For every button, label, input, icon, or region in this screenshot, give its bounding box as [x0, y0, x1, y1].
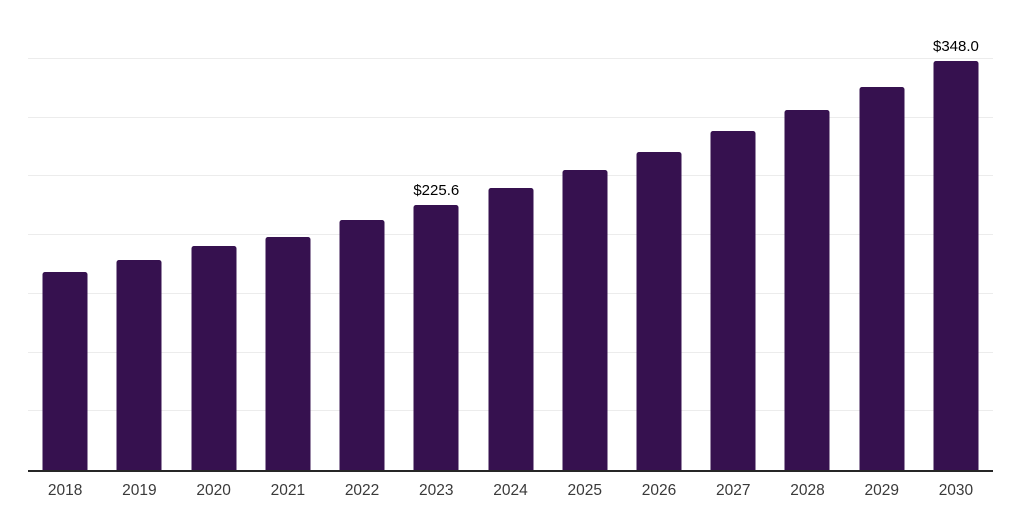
bar-column-2026 [622, 0, 696, 470]
gridline [28, 175, 993, 177]
bar-column-2018 [28, 0, 102, 470]
bar-value-label-2030: $348.0 [932, 38, 979, 56]
bar-2022 [339, 220, 385, 470]
bar-column-2019 [102, 0, 176, 470]
bar-2025 [562, 169, 608, 470]
bar-column-2029 [845, 0, 919, 470]
x-tick-label-2030: 2030 [938, 482, 974, 499]
x-tick-label-2027: 2027 [715, 482, 751, 499]
x-axis-labels: 2018 2019 2020 2021 2022 2023 2024 2025 2026 2027… [28, 482, 993, 501]
x-axis-line [28, 470, 993, 472]
x-tick-label-2018: 2018 [47, 482, 83, 499]
x-tick-label-2023: 2023 [419, 482, 454, 499]
bar-2018 [42, 272, 88, 470]
gridline [28, 116, 993, 118]
bar-2028 [784, 109, 830, 470]
bar-column-2030: $348.0 [919, 0, 993, 470]
bar-column-2027 [696, 0, 770, 470]
bars-row: $225.6 $348.0 [28, 0, 993, 470]
bar-2023 [413, 204, 459, 470]
x-tick-label-2025: 2025 [567, 482, 602, 499]
x-tick-label-2024: 2024 [493, 482, 528, 499]
bar-value-label-2023: $225.6 [413, 181, 460, 199]
bar-column-2025 [548, 0, 622, 470]
bar-column-2022 [325, 0, 399, 470]
bar-2030 [933, 61, 979, 470]
plot-area: $225.6 $348.0 [28, 0, 993, 470]
x-tick-label-2028: 2028 [790, 482, 825, 499]
bar-column-2028 [770, 0, 844, 470]
bar-column-2023: $225.6 [399, 0, 473, 470]
x-tick-label-2022: 2022 [344, 482, 380, 499]
gridline [28, 57, 993, 59]
bar-2026 [636, 151, 682, 470]
bar-column-2021 [251, 0, 325, 470]
bar-2024 [488, 188, 534, 470]
bar-column-2024 [473, 0, 547, 470]
bar-2027 [710, 131, 756, 470]
x-tick-label-2019: 2019 [122, 482, 157, 499]
x-tick-label-2021: 2021 [270, 482, 306, 499]
bar-column-2020 [176, 0, 250, 470]
x-tick-label-2026: 2026 [641, 482, 677, 499]
bar-2029 [859, 86, 905, 470]
bar-2021 [265, 236, 311, 470]
bar-2020 [191, 245, 237, 470]
x-tick-label-2020: 2020 [196, 482, 231, 499]
bar-2019 [116, 260, 162, 470]
x-tick-label-2029: 2029 [864, 482, 899, 499]
